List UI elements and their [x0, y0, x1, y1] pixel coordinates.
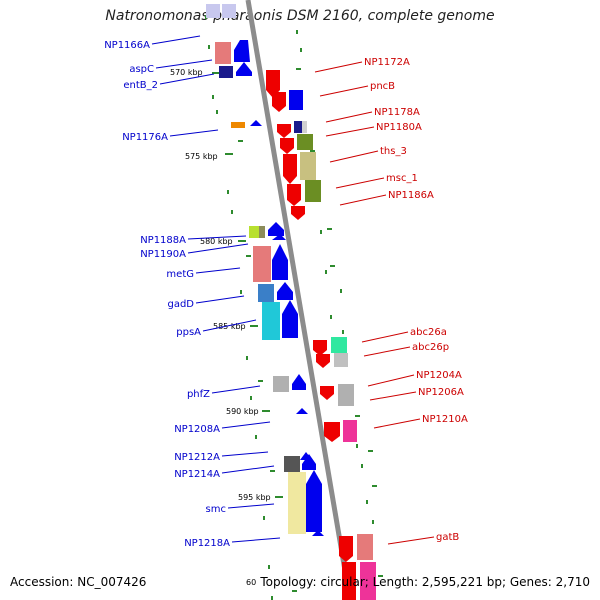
gene-box[interactable] [289, 90, 303, 110]
ruler-label-570: 570 kbp [170, 68, 203, 77]
gene-label[interactable]: pncB [370, 81, 395, 92]
gene-label[interactable]: NP1208A [174, 424, 220, 435]
gene-label[interactable]: NP1166A [104, 40, 150, 51]
gene-arrow[interactable] [312, 530, 324, 536]
gene-box[interactable] [334, 353, 348, 367]
gene-label[interactable]: smc [206, 504, 226, 515]
gene-label[interactable]: NP1178A [374, 107, 420, 118]
gene-box[interactable] [284, 456, 300, 472]
gene-arrow[interactable] [250, 120, 262, 126]
genome-backbone [245, 0, 353, 600]
gene-box[interactable] [249, 226, 259, 238]
gene-arrow[interactable] [320, 386, 334, 400]
gene-arrow[interactable] [234, 40, 250, 62]
gene-arrow[interactable] [292, 374, 306, 390]
gene-box[interactable] [206, 4, 220, 18]
gene-arrow[interactable] [342, 562, 356, 600]
gene-box[interactable] [357, 534, 373, 560]
map-title: Natronomonas pharaonis DSM 2160, complet… [105, 8, 495, 24]
gene-label[interactable]: ppsA [176, 327, 201, 338]
gene-arrow[interactable] [287, 184, 301, 206]
gene-arrow[interactable] [316, 354, 330, 368]
gene-box[interactable] [273, 376, 289, 392]
gene-arrow[interactable] [272, 234, 286, 240]
gene-box[interactable] [294, 121, 302, 133]
gene-label[interactable]: gadD [167, 299, 194, 310]
gene-label[interactable]: abc26a [410, 327, 447, 338]
gene-box[interactable] [222, 4, 236, 18]
tick-marks [212, 68, 383, 592]
forward-strand-genes [206, 4, 324, 536]
left-leader-lines [151, 35, 281, 543]
gene-arrow[interactable] [277, 282, 293, 300]
gene-box[interactable] [262, 302, 280, 340]
gene-label[interactable]: gatB [436, 532, 459, 543]
ruler-labels: 570 kbp 575 kbp 580 kbp 585 kbp 590 kbp … [170, 68, 271, 502]
gene-label[interactable]: NP1214A [174, 469, 220, 480]
gene-box[interactable] [360, 562, 376, 600]
gene-label[interactable]: phfZ [187, 389, 210, 400]
gene-label[interactable]: metG [166, 269, 194, 280]
ruler-label-580: 580 kbp [200, 237, 233, 246]
gene-arrow[interactable] [339, 536, 353, 562]
gene-arrow[interactable] [302, 454, 316, 470]
gene-arrow[interactable] [272, 244, 288, 280]
gene-box[interactable] [215, 42, 231, 64]
edge-tick-label: 60 [246, 578, 257, 587]
gene-label[interactable]: NP1180A [376, 122, 422, 133]
gene-label[interactable]: NP1204A [416, 370, 462, 381]
gene-label[interactable]: NP1210A [422, 414, 468, 425]
gene-arrow[interactable] [280, 138, 294, 154]
gene-label[interactable]: entB_2 [123, 80, 158, 91]
gene-arrow[interactable] [268, 222, 284, 236]
gene-box[interactable] [253, 246, 271, 282]
gene-box[interactable] [259, 226, 265, 238]
gene-box[interactable] [288, 472, 306, 534]
gene-box[interactable] [305, 180, 321, 202]
gene-label[interactable]: ths_3 [380, 146, 407, 157]
ruler-label-590: 590 kbp [226, 407, 259, 416]
accession-label: Accession: NC_007426 [10, 575, 147, 589]
gene-label[interactable]: NP1218A [184, 538, 230, 549]
gene-label[interactable]: NP1176A [122, 132, 168, 143]
gene-box[interactable] [258, 284, 274, 302]
gene-label[interactable]: NP1188A [140, 235, 186, 246]
gene-box[interactable] [338, 384, 354, 406]
gene-box[interactable] [343, 420, 357, 442]
gene-box[interactable] [331, 337, 347, 353]
gene-label[interactable]: NP1172A [364, 57, 410, 68]
right-leader-lines [314, 61, 435, 545]
ruler-label-575: 575 kbp [185, 152, 218, 161]
gene-label[interactable]: NP1212A [174, 452, 220, 463]
gene-label[interactable]: abc26p [412, 342, 449, 353]
gene-label[interactable]: NP1190A [140, 249, 186, 260]
gene-arrow[interactable] [272, 92, 286, 112]
ruler-label-595: 595 kbp [238, 493, 271, 502]
ruler-label-585: 585 kbp [213, 322, 246, 331]
gene-box[interactable] [219, 66, 233, 78]
gene-arrow[interactable] [282, 300, 298, 338]
gene-arrow[interactable] [236, 62, 252, 76]
gene-arrow[interactable] [324, 422, 340, 442]
gene-box[interactable] [302, 121, 307, 133]
reverse-strand-genes [266, 70, 376, 600]
gene-label[interactable]: NP1186A [388, 190, 434, 201]
gene-box[interactable] [297, 134, 313, 150]
gene-box[interactable] [231, 122, 245, 128]
gene-arrow[interactable] [306, 470, 322, 532]
gene-arrow[interactable] [291, 206, 305, 220]
gene-arrow[interactable] [296, 408, 308, 414]
gene-arrow[interactable] [313, 340, 327, 356]
genome-summary: Topology: circular; Length: 2,595,221 bp… [260, 575, 590, 589]
gene-label[interactable]: aspC [129, 64, 154, 75]
gene-label[interactable]: NP1206A [418, 387, 464, 398]
gene-arrow[interactable] [277, 124, 291, 138]
gene-box[interactable] [300, 152, 316, 180]
gene-arrow[interactable] [266, 70, 280, 98]
gene-label[interactable]: msc_1 [386, 173, 418, 184]
gene-arrow[interactable] [283, 154, 297, 184]
